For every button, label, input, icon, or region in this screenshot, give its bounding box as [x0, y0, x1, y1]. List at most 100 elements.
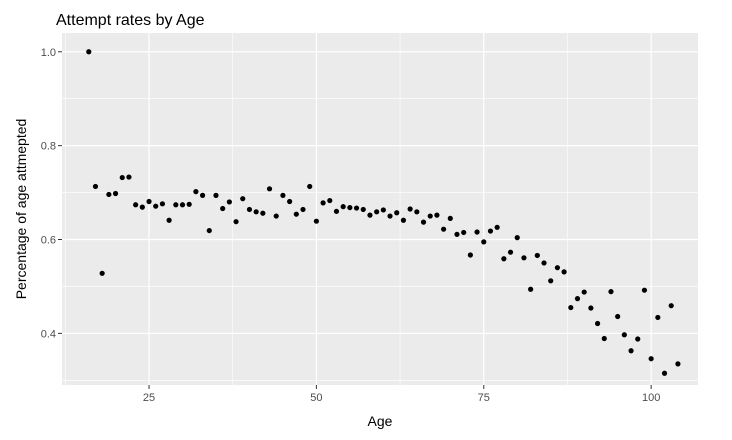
y-axis-title: Percentage of age attmepted: [13, 119, 29, 300]
data-point: [119, 174, 125, 181]
data-point: [655, 314, 661, 321]
data-point: [594, 320, 601, 327]
data-point: [574, 296, 581, 302]
data-point: [387, 213, 393, 219]
data-point: [179, 202, 186, 208]
data-point: [153, 203, 159, 209]
data-point: [407, 206, 413, 212]
data-point: [507, 249, 514, 255]
data-point: [347, 204, 353, 211]
data-point: [213, 192, 219, 198]
data-point: [293, 211, 299, 217]
x-axis-title: Age: [368, 413, 393, 429]
data-point: [353, 205, 360, 211]
data-point: [434, 212, 440, 218]
data-point: [99, 270, 105, 276]
data-point: [481, 239, 487, 245]
data-point: [394, 210, 400, 216]
data-point: [367, 212, 373, 218]
data-point: [621, 332, 627, 338]
data-point: [273, 213, 279, 219]
major-gridlines: [62, 33, 698, 385]
data-point: [106, 191, 112, 198]
data-point: [414, 209, 420, 215]
data-point: [199, 192, 206, 198]
data-point: [521, 255, 527, 261]
y-tick-label: 1.0: [41, 47, 56, 59]
data-point: [246, 206, 253, 213]
data-point: [253, 209, 259, 215]
data-point: [240, 196, 246, 202]
data-point: [280, 192, 286, 198]
data-point: [501, 256, 507, 262]
data-point: [608, 289, 614, 295]
data-point: [588, 305, 594, 311]
data-point: [360, 206, 366, 213]
data-point: [206, 227, 212, 234]
y-tick-label: 0.8: [41, 141, 56, 153]
minor-gridlines: [62, 33, 698, 385]
data-point: [427, 213, 433, 219]
data-point: [441, 226, 447, 232]
data-point: [454, 231, 460, 237]
data-point: [474, 229, 480, 235]
data-point: [447, 215, 453, 221]
data-point: [675, 361, 681, 367]
data-point: [420, 219, 427, 225]
data-point: [615, 313, 621, 320]
data-points: [86, 49, 681, 376]
data-point: [568, 304, 574, 311]
data-point: [461, 229, 467, 236]
data-point: [126, 174, 132, 180]
data-point: [139, 204, 145, 210]
chart-title: Attempt rates by Age: [56, 12, 205, 29]
data-point: [220, 205, 226, 212]
data-point: [340, 204, 346, 210]
y-axis-ticks: 0.4 0.6 0.8 1.0: [41, 47, 62, 340]
x-tick-label: 25: [143, 392, 155, 404]
data-point: [641, 287, 648, 293]
data-point: [173, 202, 179, 208]
data-point: [133, 202, 139, 208]
data-point: [534, 252, 540, 259]
data-point: [287, 198, 293, 205]
data-point: [112, 190, 119, 197]
data-point: [166, 217, 172, 223]
data-point: [661, 370, 668, 376]
data-point: [92, 183, 99, 190]
data-point: [628, 348, 634, 354]
x-tick-label: 50: [310, 392, 322, 404]
y-tick-label: 0.6: [41, 235, 56, 247]
data-point: [146, 198, 152, 205]
data-point: [260, 210, 266, 216]
data-point: [226, 199, 232, 205]
data-point: [494, 224, 500, 230]
data-point: [648, 356, 654, 362]
data-point: [266, 186, 273, 192]
data-point: [548, 278, 554, 284]
data-point: [159, 201, 166, 207]
data-point: [327, 197, 333, 204]
data-point: [320, 200, 326, 206]
x-axis-ticks: 25 50 75 100: [143, 385, 660, 404]
data-point: [668, 303, 674, 309]
data-point: [541, 260, 547, 266]
data-point: [487, 228, 494, 234]
data-point: [581, 289, 587, 295]
data-point: [300, 206, 306, 213]
data-point: [374, 209, 380, 215]
data-point: [554, 265, 561, 271]
plot-panel: [62, 33, 698, 385]
data-point: [333, 208, 340, 214]
data-point: [514, 235, 520, 241]
data-point: [313, 218, 319, 224]
data-point: [193, 189, 199, 195]
data-point: [233, 219, 239, 225]
x-tick-label: 100: [642, 392, 660, 404]
data-point: [380, 207, 386, 213]
y-tick-label: 0.4: [41, 328, 56, 340]
data-point: [186, 201, 192, 207]
data-point: [635, 336, 641, 342]
data-point: [307, 183, 313, 190]
